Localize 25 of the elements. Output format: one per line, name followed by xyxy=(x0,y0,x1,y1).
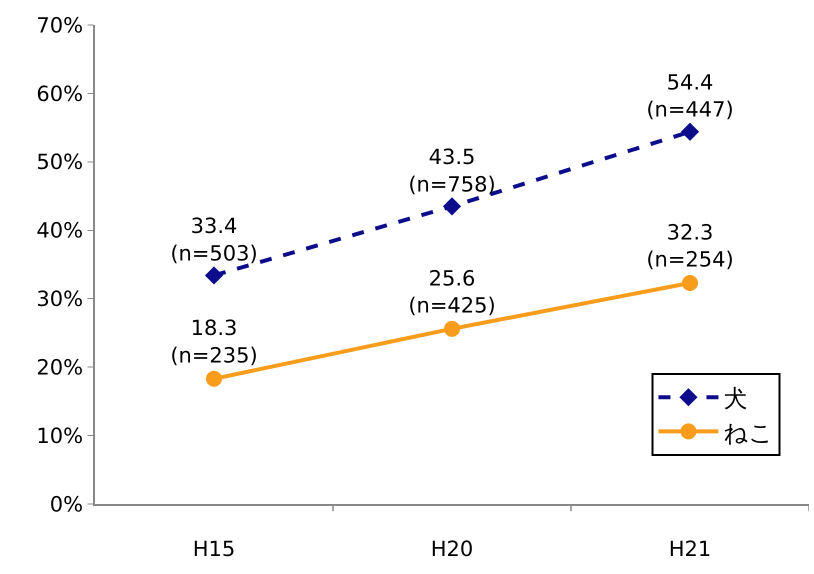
y-tick-label: 10% xyxy=(36,424,84,448)
y-tick-label: 20% xyxy=(36,355,84,380)
y-tick-label: 40% xyxy=(36,218,84,243)
y-tick-label: 0% xyxy=(50,492,84,516)
x-tick-label: H21 xyxy=(668,536,712,561)
data-label: 18.3 (n=235) xyxy=(170,316,258,368)
x-tick-label: H15 xyxy=(192,536,236,561)
data-label: 32.3 (n=254) xyxy=(646,220,734,272)
point xyxy=(442,197,462,216)
y-tick-label: 70% xyxy=(36,13,84,38)
y-tick-label: 50% xyxy=(36,150,84,174)
point xyxy=(444,320,460,337)
legend-label: 犬 xyxy=(723,384,748,413)
x-tick-label: H20 xyxy=(430,536,474,561)
y-tick-label: 30% xyxy=(36,287,84,312)
legend-label: ねこ xyxy=(723,418,774,447)
point xyxy=(204,266,224,285)
data-label: 33.4 (n=503) xyxy=(170,214,258,266)
point xyxy=(680,122,700,141)
point xyxy=(682,274,698,291)
data-label: 54.4 (n=447) xyxy=(646,70,734,122)
point xyxy=(206,370,222,387)
y-tick-label: 60% xyxy=(36,82,84,106)
data-label: 43.5 (n=758) xyxy=(408,145,496,196)
data-label: 25.6 (n=425) xyxy=(408,266,496,318)
